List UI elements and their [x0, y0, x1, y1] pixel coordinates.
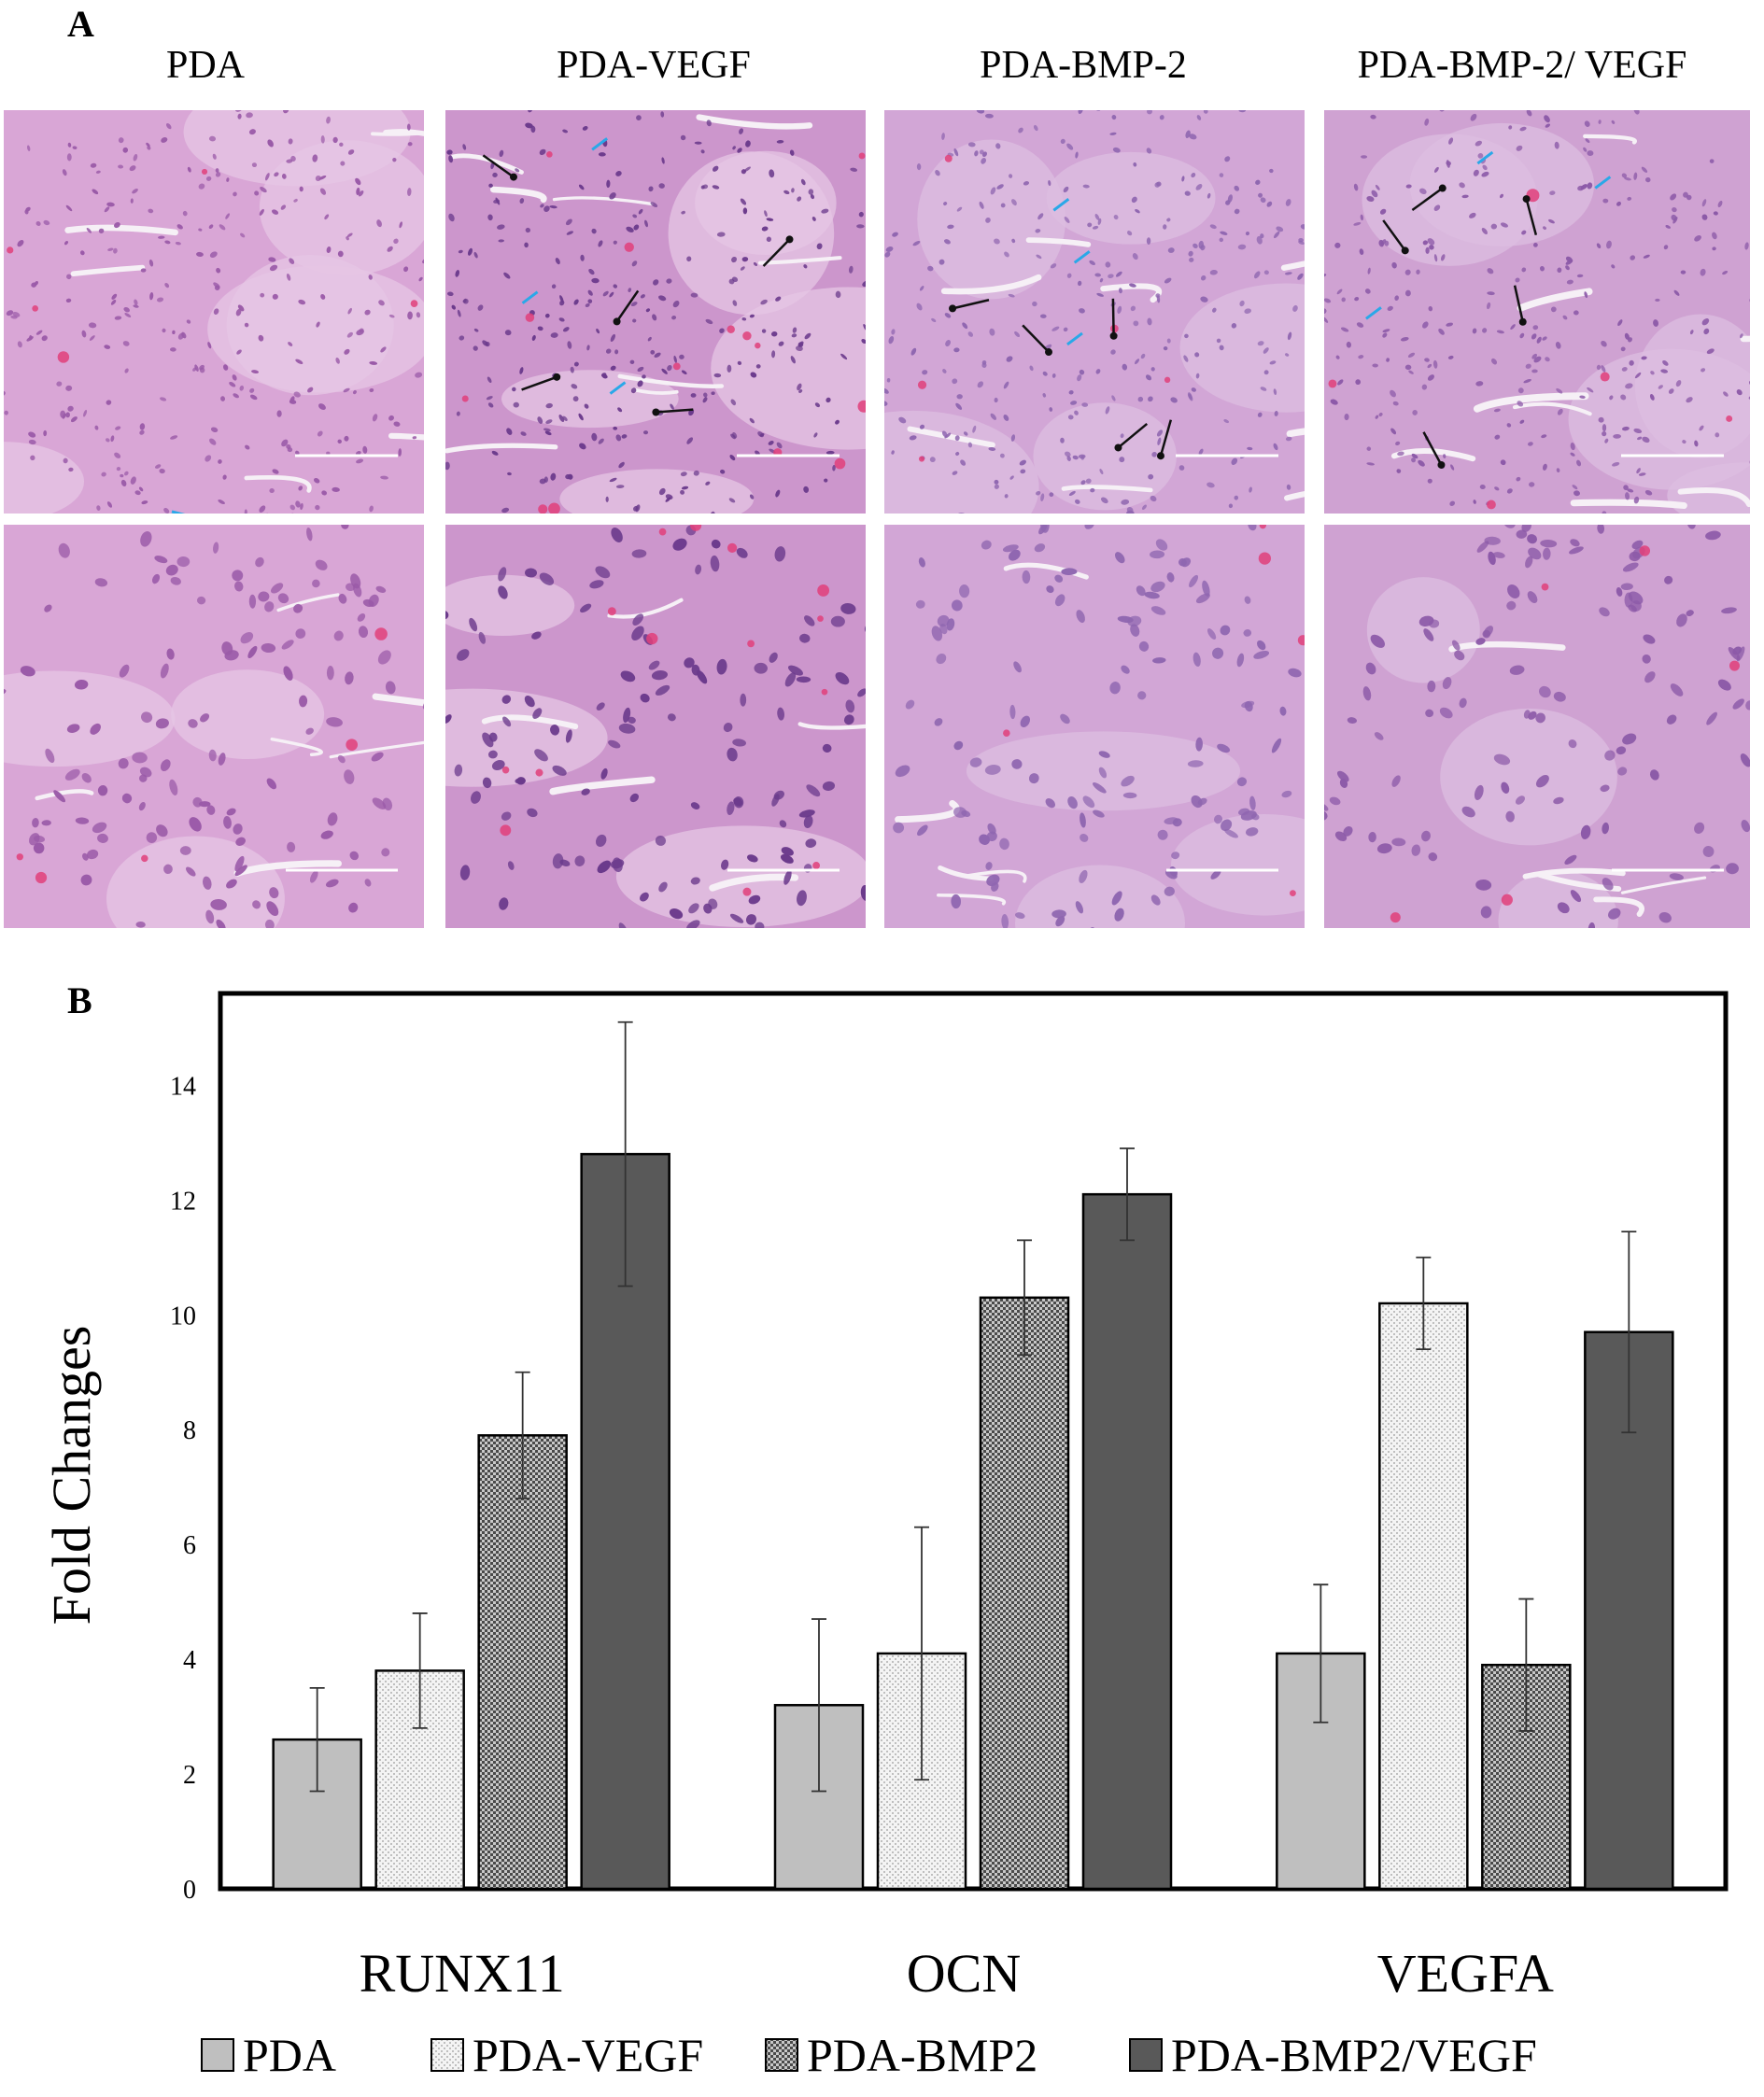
- category-label: OCN: [907, 1943, 1021, 2004]
- error-bar: [1416, 1256, 1432, 1351]
- micrograph-tile: [4, 110, 424, 514]
- y-tick-label: 14: [170, 1072, 196, 1101]
- bar: [979, 1296, 1070, 1891]
- column-title-pda-vegf: PDA-VEGF: [557, 44, 751, 87]
- plot-frame: [218, 991, 1729, 1892]
- error-bar: [309, 1686, 325, 1793]
- error-bar: [412, 1612, 428, 1729]
- panel-b-letter: B: [67, 979, 92, 1021]
- y-tick-label: 2: [183, 1761, 196, 1790]
- category-label: VEGFA: [1377, 1943, 1554, 2004]
- bar: [1378, 1302, 1469, 1891]
- legend-label: PDA: [243, 2029, 336, 2081]
- column-title-pda: PDA: [165, 44, 246, 87]
- y-tick-label: 0: [183, 1876, 196, 1905]
- error-bar: [1518, 1597, 1534, 1732]
- legend-label: PDA-BMP2/VEGF: [1171, 2029, 1537, 2081]
- micrograph-tile: [1324, 110, 1750, 514]
- legend-swatch: [1129, 2038, 1163, 2072]
- micrograph-tile: [884, 525, 1305, 928]
- category-label: RUNX11: [360, 1943, 565, 2004]
- panel-a-letter: A: [67, 3, 94, 45]
- legend-swatch: [430, 2038, 464, 2072]
- error-bar: [1621, 1231, 1637, 1434]
- y-tick-label: 4: [183, 1646, 196, 1675]
- error-bar: [617, 1020, 633, 1288]
- y-tick-label: 6: [183, 1531, 196, 1560]
- bar: [477, 1434, 568, 1891]
- error-bar: [1120, 1147, 1135, 1242]
- legend-label: PDA-VEGF: [473, 2029, 703, 2081]
- legend-swatch: [765, 2038, 798, 2072]
- error-bar: [811, 1618, 826, 1793]
- legend-item: PDA: [201, 2029, 336, 2081]
- micrograph-tile: [445, 110, 866, 514]
- bar: [1081, 1192, 1173, 1891]
- legend-item: PDA-BMP2: [765, 2029, 1037, 2081]
- column-title-pda-bmp2: PDA-BMP-2: [980, 44, 1187, 87]
- micrograph-tile: [445, 525, 866, 928]
- error-bar: [1017, 1239, 1032, 1357]
- y-tick-label: 10: [170, 1302, 196, 1330]
- y-tick-label: 12: [170, 1187, 196, 1216]
- micrograph-tile: [1324, 525, 1750, 928]
- legend-item: PDA-VEGF: [430, 2029, 703, 2081]
- y-tick-label: 8: [183, 1416, 196, 1445]
- y-axis-title: Fold Changes: [41, 1326, 102, 1626]
- error-bar: [914, 1526, 929, 1781]
- legend-item: PDA-BMP2/VEGF: [1129, 2029, 1537, 2081]
- legend-swatch: [201, 2038, 234, 2072]
- micrograph-tile: [4, 525, 424, 928]
- error-bar: [1313, 1583, 1329, 1724]
- error-bar: [515, 1371, 530, 1499]
- legend-label: PDA-BMP2: [807, 2029, 1037, 2081]
- micrograph-tile: [884, 110, 1305, 514]
- column-title-pda-bmp2-vegf: PDA-BMP-2/ VEGF: [1357, 44, 1687, 87]
